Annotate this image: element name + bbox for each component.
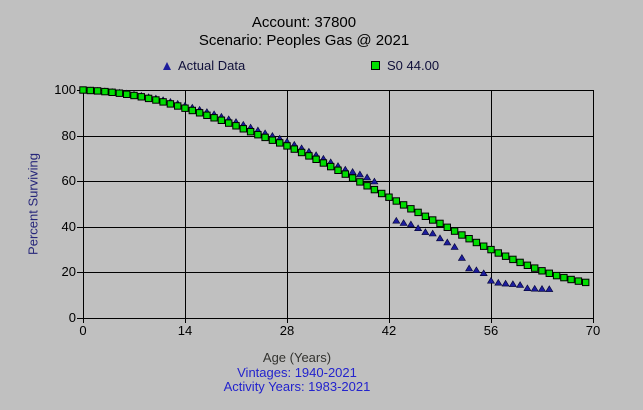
chart-subtitle: Scenario: Peoples Gas @ 2021 xyxy=(198,32,410,49)
y-tick-label-100: 100 xyxy=(54,82,76,97)
legend-fitted-label: S0 44.00 xyxy=(387,58,440,73)
x-tick-label-14: 14 xyxy=(177,323,193,338)
legend-actual-label: Actual Data xyxy=(178,58,246,73)
x-tick-label-28: 28 xyxy=(279,323,295,338)
y-tick-label-40: 40 xyxy=(61,218,76,234)
x-tick-label-56: 56 xyxy=(483,323,499,338)
y-tick-label-60: 60 xyxy=(61,173,76,189)
x-axis-title: Age (Years) xyxy=(262,350,332,365)
x-tick-label-0: 0 xyxy=(79,323,87,338)
actual-data-triangle-icon xyxy=(163,61,171,70)
chart-title: Account: 37800 xyxy=(251,14,357,31)
vintages-note: Vintages: 1940-2021 xyxy=(237,365,357,380)
y-tick-label-20: 20 xyxy=(61,264,76,280)
legend-item-fitted-curve: S0 44.00 xyxy=(371,58,439,73)
y-axis-title: Percent Surviving xyxy=(25,153,41,255)
x-tick-label-70: 70 xyxy=(585,323,601,338)
y-tick-label-80: 80 xyxy=(61,127,76,143)
x-tick-label-42: 42 xyxy=(381,323,397,338)
fitted-curve-square-icon xyxy=(371,61,380,70)
y-tick-label-0: 0 xyxy=(68,310,76,325)
activity-years-note: Activity Years: 1983-2021 xyxy=(223,379,371,394)
legend-item-actual-data: Actual Data xyxy=(163,58,245,73)
